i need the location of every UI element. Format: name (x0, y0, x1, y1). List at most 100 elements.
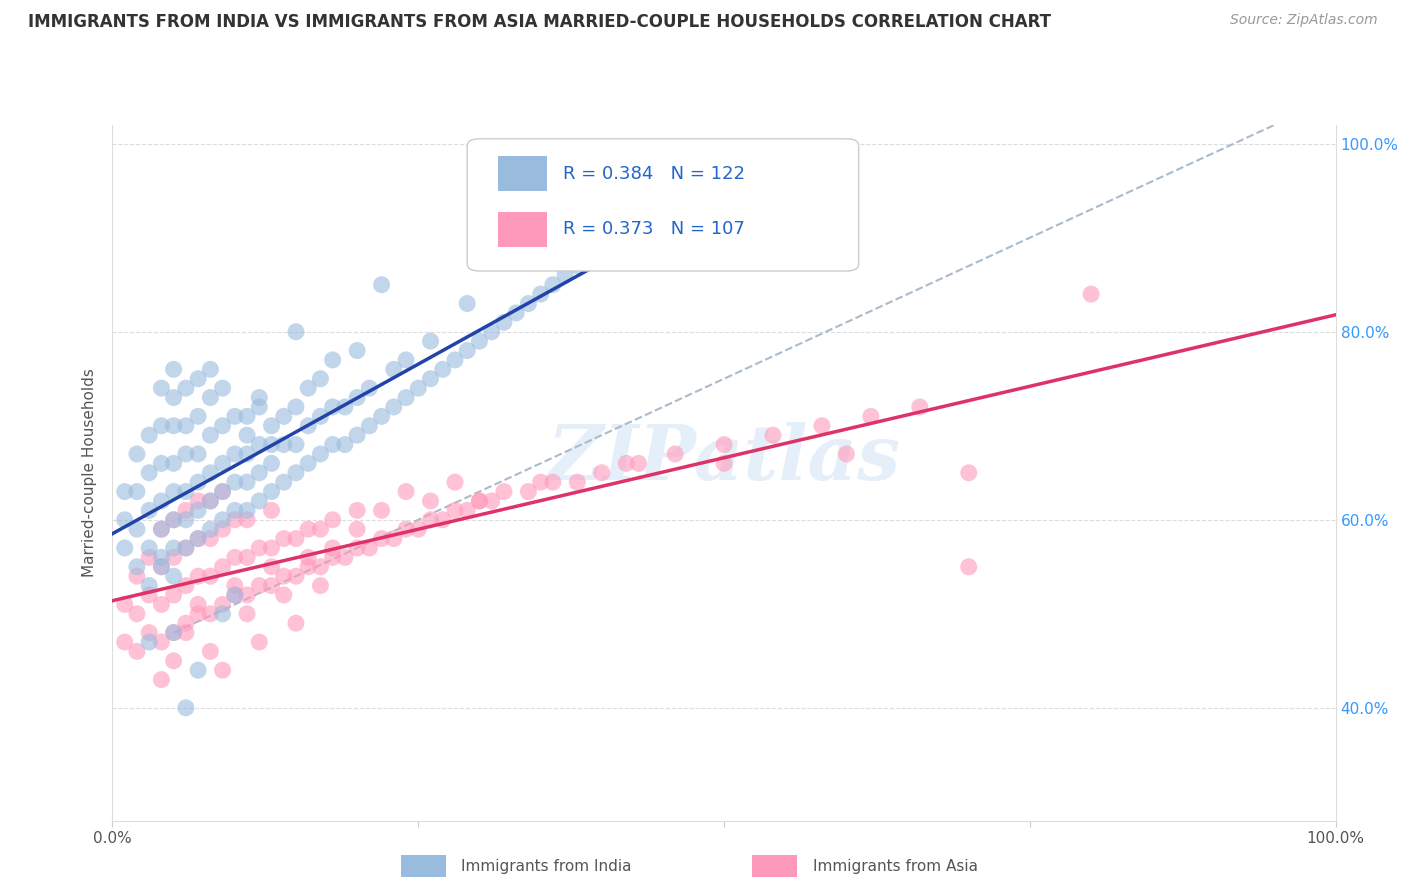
Point (333, 550, 356, 565)
Point (174, 513, 197, 527)
Point (297, 418, 319, 433)
Point (908, 400, 931, 414)
Point (468, 334, 491, 348)
Point (260, 418, 283, 433)
Point (273, 475, 295, 490)
Point (138, 541, 160, 555)
Point (370, 503, 392, 517)
Point (247, 578, 270, 592)
Point (591, 466, 613, 480)
Point (322, 437, 344, 451)
Point (200, 362, 222, 376)
Point (456, 343, 478, 358)
Point (138, 466, 160, 480)
Point (224, 475, 246, 490)
Text: Immigrants from Asia: Immigrants from Asia (813, 859, 977, 873)
Point (408, 381, 430, 395)
Point (150, 494, 173, 508)
Point (200, 428, 222, 442)
Point (309, 559, 332, 574)
Point (163, 362, 186, 376)
Point (260, 578, 283, 592)
Point (187, 532, 209, 546)
Point (762, 428, 785, 442)
Point (174, 418, 197, 433)
Point (614, 456, 637, 470)
Text: ZIPatlas: ZIPatlas (547, 422, 901, 496)
Point (138, 578, 160, 592)
Point (273, 588, 295, 602)
Point (346, 343, 368, 358)
Point (200, 569, 222, 583)
Point (211, 381, 233, 395)
Point (163, 625, 186, 640)
Point (408, 522, 430, 536)
Point (236, 409, 259, 424)
Point (333, 400, 356, 414)
Point (444, 503, 467, 517)
Point (150, 673, 173, 687)
Point (150, 456, 173, 470)
Point (247, 541, 270, 555)
Point (138, 550, 160, 565)
Point (150, 522, 173, 536)
Point (114, 598, 136, 612)
Text: IMMIGRANTS FROM INDIA VS IMMIGRANTS FROM ASIA MARRIED-COUPLE HOUSEHOLDS CORRELAT: IMMIGRANTS FROM INDIA VS IMMIGRANTS FROM… (28, 13, 1052, 31)
Point (114, 484, 136, 499)
Point (481, 325, 503, 339)
Point (125, 522, 148, 536)
Point (554, 268, 576, 283)
Point (200, 494, 222, 508)
Point (138, 635, 160, 649)
Point (284, 616, 308, 631)
Point (640, 221, 662, 235)
Point (236, 428, 259, 442)
Point (125, 607, 148, 621)
Point (284, 569, 308, 583)
Point (713, 456, 735, 470)
Point (370, 409, 392, 424)
Point (468, 494, 491, 508)
Point (174, 447, 197, 461)
Point (163, 391, 186, 405)
FancyBboxPatch shape (498, 156, 547, 191)
Point (492, 484, 515, 499)
Point (150, 522, 173, 536)
Point (236, 475, 259, 490)
Point (187, 663, 209, 677)
Point (150, 559, 173, 574)
Point (664, 447, 686, 461)
Point (138, 588, 160, 602)
Point (247, 494, 270, 508)
Point (236, 503, 259, 517)
Point (713, 437, 735, 451)
Point (359, 381, 381, 395)
Point (297, 381, 319, 395)
Point (200, 466, 222, 480)
Point (517, 296, 540, 310)
FancyBboxPatch shape (467, 139, 859, 271)
Point (382, 362, 405, 376)
Point (163, 588, 186, 602)
Point (260, 484, 283, 499)
Point (309, 522, 332, 536)
Point (432, 362, 454, 376)
Point (187, 494, 209, 508)
Point (150, 598, 173, 612)
Point (309, 372, 332, 386)
Point (346, 503, 368, 517)
Point (957, 466, 980, 480)
Point (370, 277, 392, 292)
Point (187, 503, 209, 517)
Point (247, 400, 270, 414)
Point (273, 532, 295, 546)
Point (163, 654, 186, 668)
Point (1080, 287, 1102, 301)
Point (174, 578, 197, 592)
Point (114, 541, 136, 555)
Point (627, 456, 650, 470)
Point (309, 409, 332, 424)
Point (174, 616, 197, 631)
Point (224, 588, 246, 602)
Point (187, 607, 209, 621)
